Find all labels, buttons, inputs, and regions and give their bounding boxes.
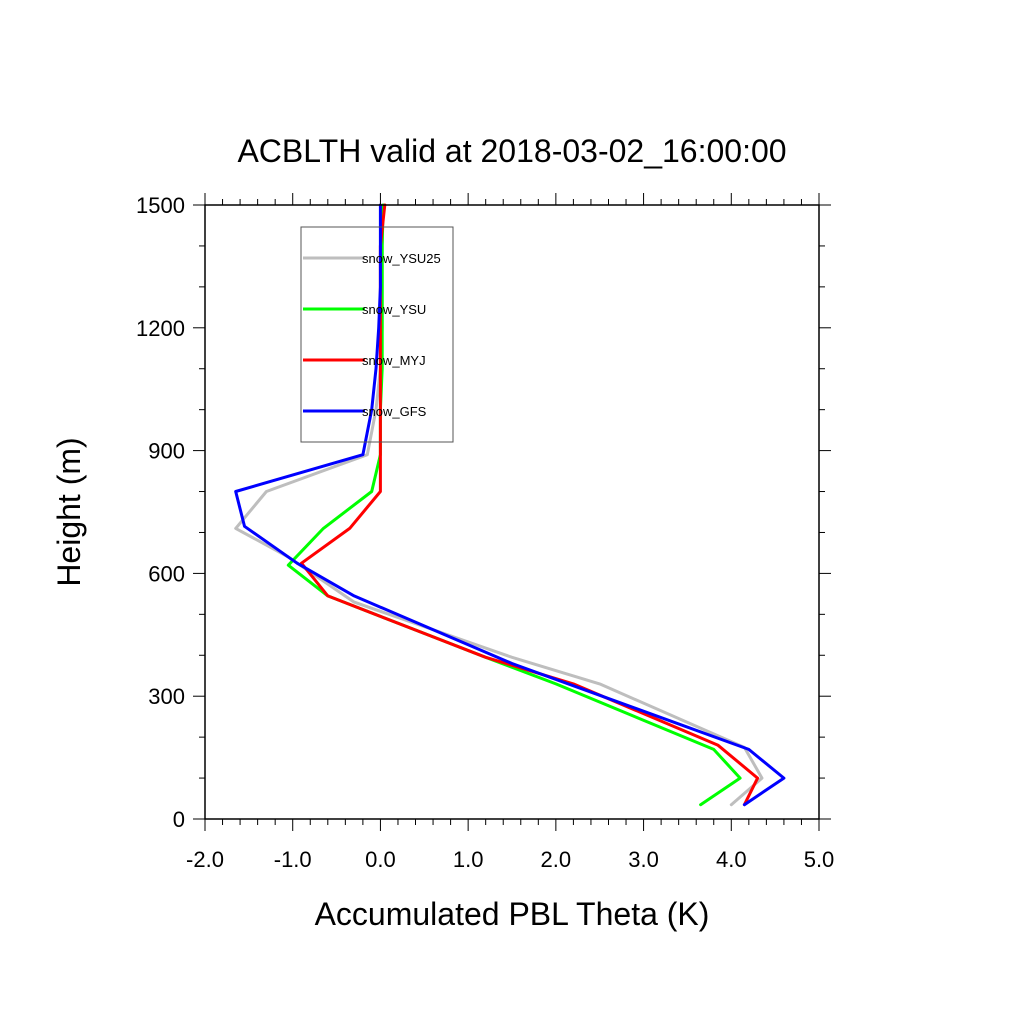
x-tick-label: -1.0 [274, 847, 312, 872]
y-axis-label: Height (m) [51, 437, 87, 586]
chart-title: ACBLTH valid at 2018-03-02_16:00:00 [237, 133, 786, 169]
legend-label: snow_GFS [362, 404, 427, 419]
axes: -2.0 -1.0 0.0 1.0 2.0 3.0 4.0 5.0 0 300 600 900 1200… [136, 193, 834, 872]
y-tick-label: 600 [148, 561, 185, 586]
plot-frame [204, 204, 820, 820]
x-tick-label: 4.0 [716, 847, 747, 872]
x-tick-label: 2.0 [541, 847, 572, 872]
legend-label: snow_YSU25 [362, 251, 441, 266]
x-tick-label: 0.0 [365, 847, 396, 872]
y-tick-label: 1200 [136, 316, 185, 341]
y-tick-label: 900 [148, 439, 185, 464]
x-tick-label: -2.0 [186, 847, 224, 872]
x-tick-label: 1.0 [453, 847, 484, 872]
x-tick-label: 5.0 [804, 847, 835, 872]
legend-label: snow_MYJ [362, 353, 426, 368]
series-line-1 [286, 203, 742, 807]
legend-label: snow_YSU [362, 302, 426, 317]
x-tick-label: 3.0 [628, 847, 659, 872]
plot-area [234, 203, 786, 807]
legend: snow_YSU25 snow_YSU snow_MYJ snow_GFS [300, 226, 454, 443]
y-tick-label: 1500 [136, 193, 185, 218]
y-tick-label: 300 [148, 684, 185, 709]
x-axis-label: Accumulated PBL Theta (K) [315, 896, 710, 932]
y-tick-label: 0 [173, 807, 185, 832]
legend-box [300, 226, 454, 443]
series-line-3 [234, 203, 786, 807]
